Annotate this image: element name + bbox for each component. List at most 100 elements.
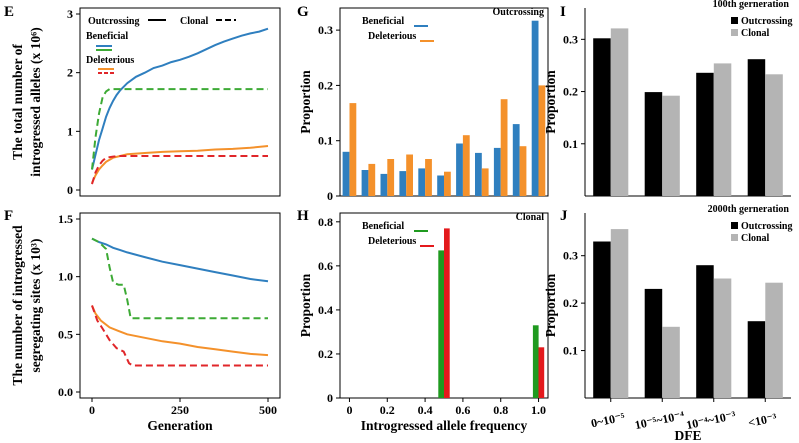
panel-i-title: 100th gerneration [713,0,790,10]
panel-g-legend-beneficial: Beneficial [362,16,404,27]
panel-h-x-tick-label: 0 [346,403,352,417]
panel-j-x-tick-label: <10⁻³ [747,410,778,430]
panel-g-legend-deleterious: Deleterious [368,31,416,42]
panel-j-bar-outcrossing [696,265,714,398]
panel-e-y-tick-label: 1 [67,124,73,138]
panel-h-x-tick-label: 0.6 [455,403,470,417]
panel-i-legend-outcrossing: Outcrossing [741,16,793,27]
panel-j-bar-clonal [610,229,629,398]
panel-h-legend-deleterious: Deleterious [368,236,416,247]
panel-h-y-tick-label: 0.6 [318,259,333,273]
panel-g-bar-beneficial [399,171,407,196]
panel-j-bar-outcrossing [644,288,663,398]
panel-i-legend-clonal: Clonal [741,28,770,39]
panel-f-series-deleterious-clonal [91,305,268,367]
panel-j-letter: J [560,208,568,224]
panel-g-bar-beneficial [342,151,350,196]
panel-g-y-tick-label: 0.3 [318,23,333,37]
panel-g-title: Outcrossing [493,7,545,18]
panel-g-bar-deleterious [368,163,376,196]
panel-i-bar-clonal [662,95,680,196]
panel-g-bar-beneficial [531,20,539,197]
panel-i-bar-outcrossing [696,72,714,196]
panel-i-y-tick-label: 0.2 [563,85,578,99]
panel-h-y-label: Proportion [298,273,313,337]
panel-h-bar-deleterious [538,347,545,398]
panel-f-y-label-line2: segregating sites (x 10³) [28,239,43,373]
panel-g-y-label: Proportion [298,70,313,134]
panel-i-bar-clonal [610,28,629,197]
panel-h-x-tick-label: 0.4 [418,403,433,417]
panel-j-y-tick-label: 0.3 [563,249,578,263]
panel-f-y-tick-label: 1.0 [58,270,73,284]
panel-j-bar-clonal [662,326,680,398]
panel-g-bar-deleterious [538,85,546,196]
panel-j-bar-clonal [713,278,732,398]
panel-e-series-beneficial-clonal [91,88,268,170]
panel-g-bar-deleterious [519,146,527,196]
panel-g-bar-deleterious [481,168,489,196]
panel-e-y-tick-label: 3 [67,7,73,21]
panel-e-legend-outcrossing: Outcrossing [88,16,140,27]
panel-f-y-tick-label: 0.0 [58,385,73,399]
panel-g-bar-deleterious [387,159,395,196]
panel-f-y-label-line1: The number of introgressed [10,225,25,386]
panel-j-legend-clonal-swatch [731,234,738,241]
panel-g-bar-beneficial [437,175,444,196]
panel-g-bar-deleterious [500,99,508,196]
panel-e-frame [79,7,281,197]
panel-h-x-tick-label: 0.8 [493,403,508,417]
panel-i-bar-outcrossing [644,92,663,196]
panel-g-bar-deleterious [406,154,413,196]
panel-j-x-tick-label: 0~10⁻⁵ [590,410,627,431]
panel-g-bar-beneficial [456,143,463,196]
panel-j-bar-outcrossing [593,241,611,398]
panel-j-bar-clonal [765,282,783,398]
panel-e-legend-clonal: Clonal [180,16,209,27]
panel-f-letter: F [4,208,13,224]
panel-j-title: 2000th gerneration [708,204,790,215]
panel-e-series-deleterious-clonal [91,155,268,185]
panel-h-x-tick-label: 1.0 [531,403,546,417]
panel-g-bar-beneficial [380,173,388,196]
panel-f-x-tick-label: 250 [171,403,189,417]
panel-e-letter: E [4,4,14,20]
panel-h-y-tick-label: 0.2 [318,347,333,361]
panel-e-legend-beneficial: Beneficial [86,31,128,42]
panel-g-y-tick-label: 0.1 [318,134,333,148]
panel-f-x-tick-label: 0 [89,403,95,417]
panel-h-y-tick-label: 0.8 [318,215,333,229]
panel-j-y-tick-label: 0.1 [563,344,578,358]
panel-i-bar-clonal [713,63,732,197]
panel-j-legend-outcrossing-swatch [731,222,738,229]
panel-i-y-tick-label: 0.3 [563,32,578,46]
panel-e-series-beneficial-outcrossing [91,27,269,170]
panel-f-y-tick-label: 0.5 [58,327,73,341]
panel-j-legend-outcrossing: Outcrossing [741,221,793,232]
panel-e-y-tick-label: 0 [67,183,73,197]
panel-i-y-tick-label: 0.1 [563,137,578,151]
panel-j-y-tick-label: 0.2 [563,296,578,310]
panel-e-series-deleterious-outcrossing [91,145,269,184]
panel-g-bar-deleterious [425,159,432,196]
panel-e-y-label-line1: The total number of [10,44,25,160]
panel-i-letter: I [560,4,566,20]
panel-i-bar-clonal [765,74,783,196]
panel-i-legend-clonal-swatch [731,29,738,36]
panel-j-bar-outcrossing [747,321,766,398]
panel-i-bar-outcrossing [747,59,766,197]
panel-g-letter: G [297,4,309,20]
panel-g-y-tick-label: 0 [327,189,333,203]
panel-f-y-tick-label: 1.5 [58,212,73,226]
panel-j-x-label: DFE [675,428,702,443]
panel-h-y-tick-label: 0.4 [318,303,333,317]
panel-g-bar-deleterious [349,103,357,196]
panel-f-frame [79,212,281,399]
panel-g-bar-deleterious [462,135,470,196]
panel-e-legend-deleterious: Deleterious [86,55,134,66]
panel-f-x-label: Generation [147,418,213,433]
panel-j-y-label: Proportion [543,273,558,337]
panel-f-series-beneficial-outcrossing [91,237,269,283]
panel-h-bar-beneficial [438,250,444,398]
